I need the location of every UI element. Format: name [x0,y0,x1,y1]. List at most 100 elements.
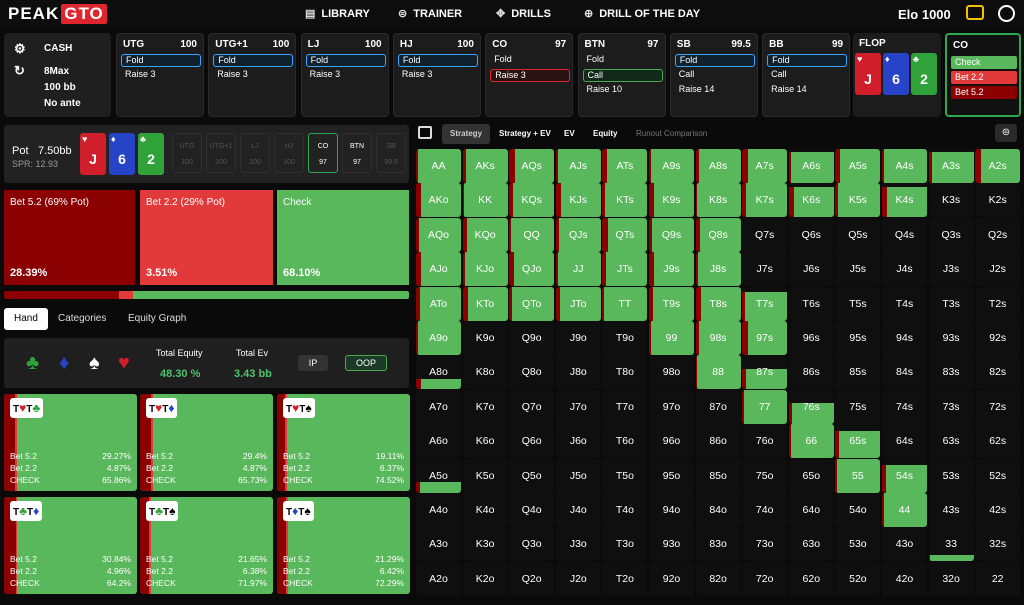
action-raise-14[interactable]: Raise 14 [771,84,807,94]
action-fold[interactable]: Fold [397,54,478,67]
hand-cell[interactable]: A4o [416,493,461,527]
hand-cell[interactable]: Q8s [695,217,741,252]
hand-cell[interactable]: QJs [555,217,601,252]
hand-cell[interactable]: Q4s [882,217,927,252]
hand-cell[interactable]: 53s [928,458,974,493]
action-raise-10[interactable]: Raise 10 [586,84,623,94]
hand-cell[interactable]: 83o [695,527,741,562]
hand-cell[interactable]: 94o [649,493,694,527]
hand-cell[interactable]: ATo [416,286,461,321]
hand-cell[interactable]: JJ [555,252,601,287]
mini-position[interactable]: BTN 97 [342,133,372,173]
hand-cell[interactable]: A5s [835,149,881,183]
hand-cell[interactable]: K4s [882,183,927,218]
position-utg-plus-1[interactable]: UTG+1 100 Fold Raise 3 [208,33,297,117]
hand-cell[interactable]: T5o [602,458,648,493]
diamond-filter-icon[interactable]: ♦ [59,352,70,374]
action-raise-3[interactable]: Raise 3 [217,69,248,79]
hand-cell[interactable]: Q4o [509,493,555,527]
hand-cell[interactable]: 55 [835,458,881,493]
hand-cell[interactable]: 42s [975,493,1021,527]
hand-cell[interactable]: J4o [555,493,601,527]
action-raise-3[interactable]: Raise 3 [490,69,571,82]
hand-cell[interactable]: KK [462,183,508,218]
hand-cell[interactable]: K4o [462,493,508,527]
combo-card[interactable]: T♥T♣ Bet 5.2 29.27% Bet 2.2 4.87% CHECK 65.86% [4,394,137,491]
hand-cell[interactable]: J2o [555,561,601,596]
hand-cell[interactable]: 83s [928,355,974,390]
hand-cell[interactable]: T5s [835,286,881,321]
hand-cell[interactable]: 32o [928,561,974,596]
hand-cell[interactable]: JTo [555,286,601,321]
strategy-option-2[interactable]: Check 68.10% [277,190,409,285]
hand-cell[interactable]: A6s [788,149,834,183]
action-fold[interactable]: Fold [767,54,848,67]
hand-cell[interactable]: AJs [555,149,601,183]
strategy-option-0[interactable]: Bet 5.2 (69% Pot) 28.39% [4,190,135,285]
user-icon[interactable] [998,5,1015,22]
tab-hand[interactable]: Hand [4,308,48,330]
hand-cell[interactable]: A3o [416,527,461,562]
hand-cell[interactable]: 54s [882,458,927,493]
hand-cell[interactable]: Q2o [509,561,555,596]
action-fold[interactable]: Fold [121,54,201,67]
position-bb[interactable]: BB 99 Fold Call Raise 14 [762,33,851,117]
hand-cell[interactable]: Q6o [509,424,555,459]
combo-card[interactable]: T♦T♠ Bet 5.2 21.29% Bet 2.2 6.42% CHECK 72.29% [277,497,410,594]
hand-cell[interactable]: K5o [462,458,508,493]
action-call[interactable]: Call [582,69,663,82]
hand-cell[interactable]: T8s [695,286,741,321]
mini-position[interactable]: CO 97 [308,133,338,173]
tab-categories[interactable]: Categories [58,313,107,324]
hand-cell[interactable]: 94s [882,321,927,355]
hand-cell[interactable]: K2s [975,183,1021,218]
hand-cell[interactable]: 73s [928,389,974,424]
hand-cell[interactable]: 82o [695,561,741,596]
hand-cell[interactable]: 72o [742,561,788,596]
hand-cell[interactable]: 86o [695,424,741,459]
hand-cell[interactable]: AQo [416,217,461,252]
hand-cell[interactable]: T3s [928,286,974,321]
hand-cell[interactable]: 82s [975,355,1021,390]
hand-cell[interactable]: 73o [742,527,788,562]
hand-cell[interactable]: 75o [742,458,788,493]
position-sb[interactable]: SB 99.5 Fold Call Raise 14 [669,33,758,117]
ip-button[interactable]: IP [298,355,328,371]
hand-cell[interactable]: T6s [788,286,834,321]
hand-cell[interactable]: 64s [882,424,927,459]
tab-equity[interactable]: Equity [593,129,618,138]
mini-position[interactable]: UTG 100 [172,133,202,173]
hand-cell[interactable]: J8o [555,355,601,390]
hand-cell[interactable]: A9s [649,149,694,183]
action-raise-3[interactable]: Raise 3 [401,69,433,79]
hand-cell[interactable]: 62s [975,424,1021,459]
hand-cell[interactable]: Q7s [742,217,788,252]
tab-strategy[interactable]: Strategy [442,124,491,144]
logo[interactable]: PEAK GTO [8,3,107,25]
hand-cell[interactable]: 98o [649,355,694,390]
hand-cell[interactable]: 54o [835,493,881,527]
hand-cell[interactable]: T9o [602,321,648,355]
hand-cell[interactable]: J6o [555,424,601,459]
combo-card[interactable]: T♣T♦ Bet 5.2 30.84% Bet 2.2 4.96% CHECK 64.2% [4,497,137,594]
hand-cell[interactable]: J3o [555,527,601,562]
position-lj[interactable]: LJ 100 Fold Raise 3 [300,33,389,117]
action-raise-3[interactable]: Raise 3 [309,69,341,79]
nav-library[interactable]: ▤ LIBRARY [305,7,370,21]
action-raise-14[interactable]: Raise 14 [678,84,715,94]
controller-icon[interactable]: ⊜ [995,124,1017,142]
action-fold[interactable]: Fold [674,54,755,67]
hand-cell[interactable]: T6o [602,424,648,459]
mini-position[interactable]: HJ 100 [274,133,304,173]
hand-cell[interactable]: 76s [788,389,834,424]
hand-cell[interactable]: 86s [788,355,834,390]
mini-position[interactable]: SB 99.5 [376,133,406,173]
hand-cell[interactable]: 62o [788,561,834,596]
hand-cell[interactable]: K6o [462,424,508,459]
hand-cell[interactable]: J6s [788,252,834,287]
hand-cell[interactable]: 92o [649,561,694,596]
hand-cell[interactable]: Q2s [975,217,1021,252]
action-fold[interactable]: Fold [494,54,512,64]
hand-cell[interactable]: 98s [695,321,741,355]
hand-cell[interactable]: 87o [695,389,741,424]
